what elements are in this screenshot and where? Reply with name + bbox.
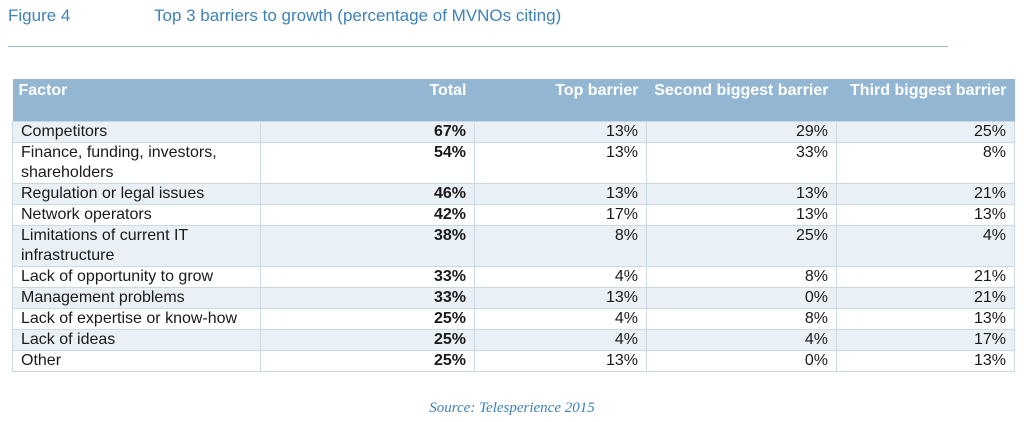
- total-cell: 38%: [260, 225, 475, 267]
- table-row: Finance, funding, investors, shareholder…: [12, 142, 1015, 184]
- table-row: Limitations of current IT infrastructure…: [12, 225, 1015, 267]
- top-barrier-cell: 13%: [474, 183, 647, 205]
- second-barrier-cell: 29%: [646, 121, 837, 143]
- top-barrier-cell: 13%: [474, 121, 647, 143]
- total-cell: 25%: [260, 350, 475, 372]
- top-barrier-cell: 4%: [474, 329, 647, 351]
- factor-cell: Lack of expertise or know-how: [12, 308, 261, 330]
- second-barrier-cell: 8%: [646, 266, 837, 288]
- top-barrier-cell: 13%: [474, 142, 647, 184]
- third-barrier-cell: 17%: [836, 329, 1015, 351]
- top-barrier-cell: 17%: [474, 204, 647, 226]
- third-barrier-cell: 13%: [836, 204, 1015, 226]
- factor-cell: Other: [12, 350, 261, 372]
- total-cell: 33%: [260, 287, 475, 309]
- factor-cell: Management problems: [12, 287, 261, 309]
- second-barrier-cell: 13%: [646, 183, 837, 205]
- total-cell: 25%: [260, 329, 475, 351]
- total-cell: 46%: [260, 183, 475, 205]
- third-barrier-cell: 13%: [836, 350, 1015, 372]
- factor-cell: Network operators: [12, 204, 261, 226]
- second-barrier-cell: 33%: [646, 142, 837, 184]
- table-row: Management problems 33% 13% 0% 21%: [12, 287, 1015, 309]
- column-header-total: Total: [260, 79, 475, 122]
- third-barrier-cell: 8%: [836, 142, 1015, 184]
- source-note: Source: Telesperience 2015: [429, 400, 595, 416]
- figure-header: Figure 4 Top 3 barriers to growth (perce…: [8, 6, 948, 28]
- table-row: Lack of expertise or know-how 25% 4% 8% …: [12, 308, 1015, 330]
- barriers-table: Factor Total Top barrier Second biggest …: [12, 79, 1015, 372]
- total-cell: 67%: [260, 121, 475, 143]
- third-barrier-cell: 21%: [836, 287, 1015, 309]
- factor-cell: Lack of opportunity to grow: [12, 266, 261, 288]
- table-row: Network operators 42% 17% 13% 13%: [12, 204, 1015, 226]
- factor-cell: Limitations of current IT infrastructure: [12, 225, 261, 267]
- third-barrier-cell: 4%: [836, 225, 1015, 267]
- factor-cell: Competitors: [12, 121, 261, 143]
- third-barrier-cell: 21%: [836, 266, 1015, 288]
- second-barrier-cell: 25%: [646, 225, 837, 267]
- top-barrier-cell: 8%: [474, 225, 647, 267]
- factor-cell: Finance, funding, investors, shareholder…: [12, 142, 261, 184]
- second-barrier-cell: 0%: [646, 287, 837, 309]
- table-header-row: Factor Total Top barrier Second biggest …: [12, 79, 1015, 122]
- table-row: Competitors 67% 13% 29% 25%: [12, 121, 1015, 143]
- total-cell: 54%: [260, 142, 475, 184]
- header-divider: [8, 46, 948, 47]
- figure-title: Top 3 barriers to growth (percentage of …: [154, 6, 562, 25]
- column-header-top-barrier: Top barrier: [474, 79, 647, 122]
- table-row: Other 25% 13% 0% 13%: [12, 350, 1015, 372]
- column-header-second-barrier: Second biggest barrier: [646, 79, 837, 122]
- top-barrier-cell: 13%: [474, 287, 647, 309]
- total-cell: 33%: [260, 266, 475, 288]
- table-row: Lack of ideas 25% 4% 4% 17%: [12, 329, 1015, 351]
- table-row: Regulation or legal issues 46% 13% 13% 2…: [12, 183, 1015, 205]
- third-barrier-cell: 21%: [836, 183, 1015, 205]
- second-barrier-cell: 4%: [646, 329, 837, 351]
- second-barrier-cell: 0%: [646, 350, 837, 372]
- second-barrier-cell: 13%: [646, 204, 837, 226]
- column-header-factor: Factor: [12, 79, 261, 122]
- top-barrier-cell: 4%: [474, 266, 647, 288]
- third-barrier-cell: 13%: [836, 308, 1015, 330]
- figure-label: Figure 4: [8, 6, 71, 25]
- total-cell: 42%: [260, 204, 475, 226]
- top-barrier-cell: 13%: [474, 350, 647, 372]
- top-barrier-cell: 4%: [474, 308, 647, 330]
- factor-cell: Lack of ideas: [12, 329, 261, 351]
- table-row: Lack of opportunity to grow 33% 4% 8% 21…: [12, 266, 1015, 288]
- factor-cell: Regulation or legal issues: [12, 183, 261, 205]
- third-barrier-cell: 25%: [836, 121, 1015, 143]
- total-cell: 25%: [260, 308, 475, 330]
- column-header-third-barrier: Third biggest barrier: [836, 79, 1015, 122]
- second-barrier-cell: 8%: [646, 308, 837, 330]
